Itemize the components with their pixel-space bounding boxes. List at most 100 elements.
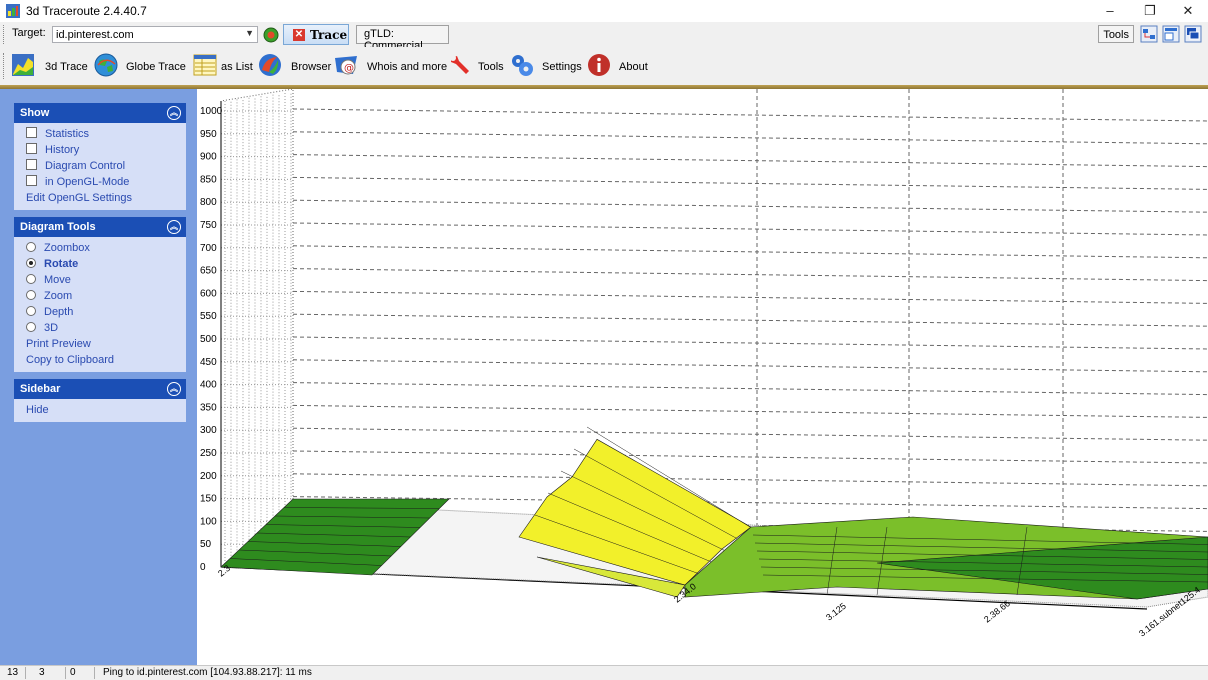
copy-to-clipboard-link[interactable]: Copy to Clipboard [26, 354, 115, 366]
chart-canvas[interactable]: 0 50 100 150 200 250 300 350 400 450 500 550 600 650 7… [197, 88, 1208, 665]
minimize-button[interactable]: – [1106, 3, 1114, 18]
checkbox-label: Diagram Control [45, 160, 126, 172]
radio-move[interactable]: Move [14, 272, 186, 288]
close-button[interactable]: ✕ [1182, 3, 1194, 18]
window-title: 3d Traceroute 2.4.40.7 [26, 4, 147, 18]
radio-3d[interactable]: 3D [14, 320, 186, 336]
nav-tools[interactable]: Tools [447, 52, 504, 80]
hide-sidebar-link[interactable]: Hide [26, 404, 49, 416]
radio[interactable] [26, 322, 36, 332]
diagram-tools-header[interactable]: Diagram Tools ︽ [14, 217, 186, 237]
y-tick-label: 650 [200, 266, 217, 277]
gtld-button[interactable]: gTLD: Commercial [356, 25, 449, 52]
show-panel: Show ︽ Statistics History Diagram Contro… [14, 103, 186, 210]
ridge-edge [534, 514, 699, 574]
y-tick-label: 500 [200, 334, 217, 345]
nav-item-label: 3d Trace [45, 61, 88, 73]
status-bar: 13 3 0 Ping to id.pinterest.com [104.93.… [0, 665, 1208, 680]
sidebar-panel-header[interactable]: Sidebar ︽ [14, 379, 186, 399]
gridline [292, 131, 1208, 145]
network-icon[interactable] [1140, 25, 1158, 43]
y-tick-label: 900 [200, 152, 217, 163]
gridline [292, 290, 1208, 304]
checkbox[interactable] [26, 175, 37, 186]
y-tick-label: 950 [200, 129, 217, 140]
toolbar-grip[interactable] [3, 25, 6, 44]
radio-depth[interactable]: Depth [14, 304, 186, 320]
gridline [292, 427, 1208, 441]
ridge-edge [586, 426, 751, 528]
nav-settings[interactable]: Settings [509, 52, 582, 80]
radio-selected[interactable] [26, 258, 36, 268]
status-count-1: 13 [4, 667, 26, 679]
checkbox-statistics[interactable]: Statistics [14, 126, 186, 142]
info-icon [588, 54, 610, 76]
x-tick-label: 3.125 [824, 601, 848, 623]
nav-browser[interactable]: Browser [257, 52, 331, 80]
settings-icon [512, 55, 533, 76]
checkbox-history[interactable]: History [14, 142, 186, 158]
surface-edge [274, 515, 430, 519]
list-icon [193, 54, 217, 76]
nav-globe-trace[interactable]: Globe Trace [93, 52, 189, 80]
trace-3d-chart[interactable]: 0 50 100 150 200 250 300 350 400 450 500 550 600 650 7… [197, 88, 1208, 665]
target-combobox[interactable]: id.pinterest.com ▼ [52, 26, 258, 43]
cascade-windows-icon[interactable] [1184, 25, 1202, 43]
toolbar-grip[interactable] [3, 53, 6, 79]
edit-opengl-settings-link[interactable]: Edit OpenGL Settings [26, 192, 132, 204]
tools-button[interactable]: Tools [1098, 25, 1134, 43]
checkbox[interactable] [26, 159, 37, 170]
print-preview-link[interactable]: Print Preview [26, 338, 91, 350]
chevron-down-icon[interactable]: ▼ [245, 28, 254, 38]
surface-edge [256, 532, 411, 538]
svg-text:@: @ [344, 63, 354, 74]
gridline [292, 199, 1208, 213]
trace-button[interactable]: ✕ Trace [283, 24, 349, 45]
browser-icon [259, 54, 281, 76]
tail-divider [876, 526, 888, 596]
radio[interactable] [26, 242, 36, 252]
nav-item-label: as List [221, 61, 253, 73]
checkbox[interactable] [26, 127, 37, 138]
app-icon [6, 4, 20, 18]
radio[interactable] [26, 306, 36, 316]
y-tick-label: 200 [200, 471, 217, 482]
checkbox-opengl-mode[interactable]: in OpenGL-Mode [14, 174, 186, 190]
nav-whois[interactable]: @ Whois and more [333, 52, 448, 80]
nav-3d-trace[interactable]: 3d Trace [10, 52, 90, 80]
collapse-icon[interactable]: ︽ [167, 106, 181, 120]
gridline [292, 473, 1208, 487]
target-label: Target: [12, 27, 46, 39]
nav-item-label: Whois and more [367, 61, 448, 73]
surface-ridge-side [536, 556, 686, 598]
wrench-icon [450, 55, 469, 74]
y-tick-label: 250 [200, 448, 217, 459]
target-value[interactable]: id.pinterest.com [56, 29, 134, 41]
window-layout-icon[interactable] [1162, 25, 1180, 43]
go-globe-icon[interactable] [261, 26, 281, 44]
y-tick-label: 150 [200, 494, 217, 505]
y-tick-label: 450 [200, 357, 217, 368]
y-tick-label: 800 [200, 197, 217, 208]
gridline [292, 336, 1208, 350]
radio-zoombox[interactable]: Zoombox [14, 240, 186, 256]
surface-segment [220, 498, 450, 576]
y-tick-label: 700 [200, 243, 217, 254]
radio-label: Zoom [44, 290, 73, 302]
collapse-icon[interactable]: ︽ [167, 220, 181, 234]
collapse-icon[interactable]: ︽ [167, 382, 181, 396]
nav-as-list[interactable]: as List [192, 52, 254, 80]
surface-edge [283, 507, 440, 509]
radio[interactable] [26, 274, 36, 284]
checkbox[interactable] [26, 143, 37, 154]
radio-zoom[interactable]: Zoom [14, 288, 186, 304]
radio[interactable] [26, 290, 36, 300]
y-axis-ticks: 0 50 100 150 200 250 300 350 400 450 500 550 600 650 7… [200, 106, 223, 573]
radio-rotate[interactable]: Rotate [14, 256, 186, 272]
restore-button[interactable]: ❐ [1144, 3, 1156, 18]
surface-ridge [518, 438, 752, 586]
nav-about[interactable]: About [586, 52, 648, 80]
show-panel-header[interactable]: Show ︽ [14, 103, 186, 123]
tail-divider [826, 526, 838, 596]
checkbox-diagram-control[interactable]: Diagram Control [14, 158, 186, 174]
